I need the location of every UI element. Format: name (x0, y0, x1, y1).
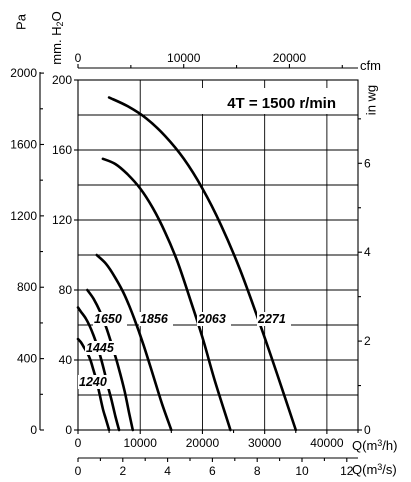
tick-label-inwg: 6 (364, 156, 371, 170)
tick-label-inwg: 0 (364, 423, 371, 437)
curve-label-1240: 1240 (79, 375, 107, 389)
tick-label-pa: 2000 (10, 66, 37, 80)
chart-title-box: 4T = 1500 r/min (200, 88, 346, 114)
tick-label-mmh2o: 40 (59, 353, 73, 367)
curve-1856 (95, 253, 173, 432)
curve-label-background (85, 341, 119, 355)
tick-label-cfm: 0 (75, 51, 82, 65)
axis-title-inwg: in wg (363, 85, 378, 115)
axis-title-pa: Pa (13, 13, 28, 30)
tick-label-pa: 1200 (10, 209, 37, 223)
tick-label-m3s: 4 (164, 464, 171, 478)
tick-label-m3s: 6 (209, 464, 216, 478)
tick-label-m3s: 10 (295, 464, 309, 478)
tick-label-m3h: 10000 (124, 436, 158, 450)
tick-label-m3h: 30000 (248, 436, 282, 450)
axes (39, 64, 362, 462)
grid (77, 79, 359, 431)
curve-label-1445: 1445 (86, 341, 115, 355)
curve-1240 (76, 337, 111, 432)
axis-title-m3s: Q(m3/s) (352, 462, 397, 477)
tick-label-m3s: 0 (75, 464, 82, 478)
tick-label-mmh2o: 120 (52, 213, 72, 227)
chart-title: 4T = 1500 r/min (227, 95, 336, 112)
tick-label-m3s: 2 (119, 464, 126, 478)
curve-label-background (257, 312, 291, 326)
tick-label-cfm: 10000 (167, 51, 201, 65)
tick-label-pa: 400 (17, 352, 37, 366)
tick-label-m3s: 8 (254, 464, 261, 478)
curve-label-background (78, 375, 112, 389)
tick-label-m3h: 0 (75, 436, 82, 450)
axis-title-cfm: cfm (360, 58, 381, 73)
tick-label-m3s: 12 (340, 464, 354, 478)
tick-label-mmh2o: 0 (65, 423, 72, 437)
tick-label-cfm: 20000 (273, 51, 307, 65)
curve-label-1856: 1856 (140, 312, 169, 326)
curve-label-background (93, 312, 127, 326)
curve-2271 (107, 96, 298, 432)
tick-label-mmh2o: 200 (52, 73, 72, 87)
curve-label-2063: 2063 (197, 312, 226, 326)
tick-label-mmh2o: 160 (52, 143, 72, 157)
tick-label-pa: 0 (30, 423, 37, 437)
tick-label-pa: 1600 (10, 137, 37, 151)
tick-label-pa: 800 (17, 280, 37, 294)
curve-2063 (101, 157, 232, 432)
tick-label-mmh2o: 80 (59, 283, 73, 297)
curve-label-background (139, 312, 173, 326)
tick-label-inwg: 4 (364, 245, 371, 259)
title-background (200, 88, 346, 114)
tick-label-m3h: 40000 (310, 436, 344, 450)
curve-label-1650: 1650 (94, 312, 122, 326)
curve-label-background (197, 312, 231, 326)
axis-title-mmh2o: mm. H2O (49, 11, 65, 64)
tick-label-m3h: 20000 (186, 436, 220, 450)
curve-label-2271: 2271 (257, 312, 286, 326)
tick-label-inwg: 2 (364, 334, 371, 348)
axis-title-m3h: Q(m3/h) (352, 438, 397, 453)
